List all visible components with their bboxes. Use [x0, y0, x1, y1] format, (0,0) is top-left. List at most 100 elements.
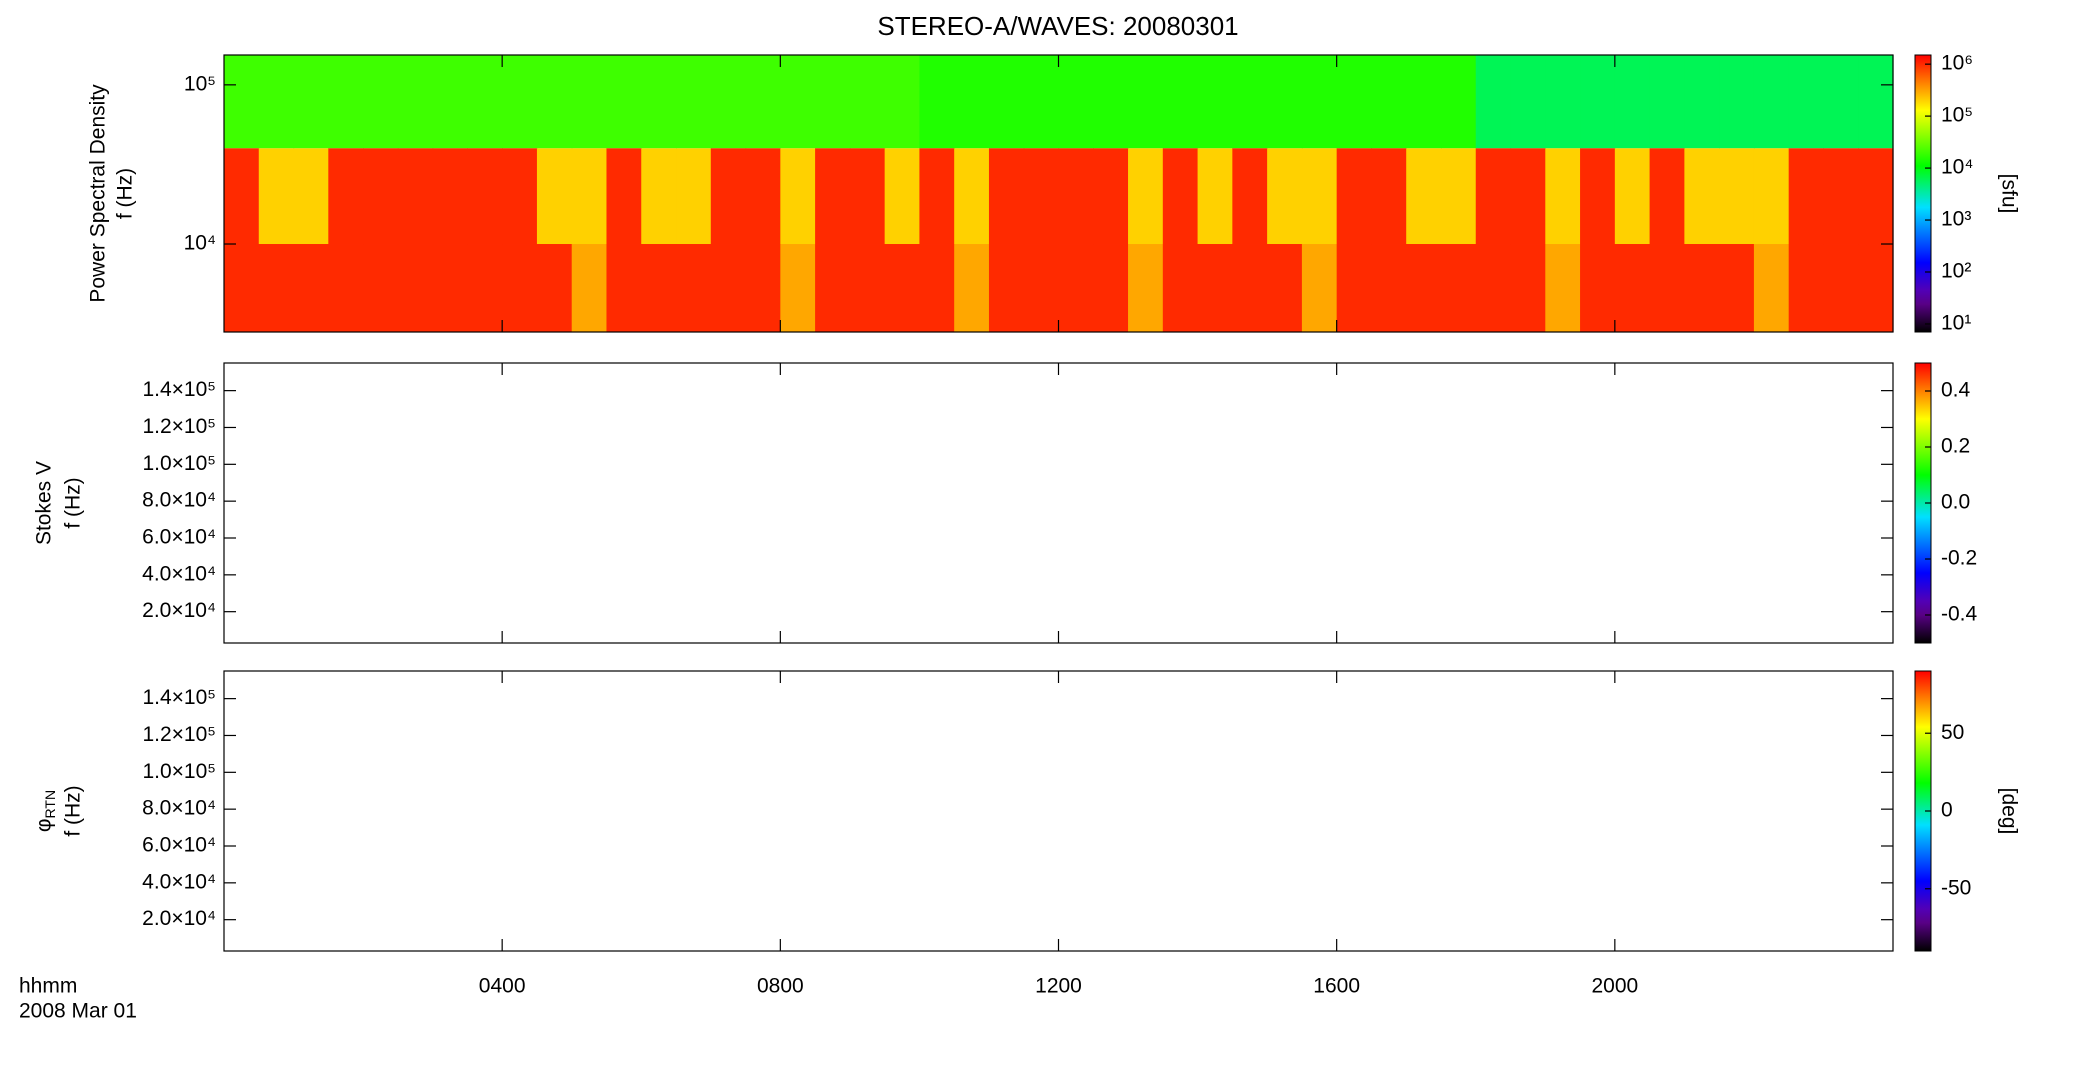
heatmap-cell: [954, 244, 990, 332]
heatmap-cell: [328, 148, 364, 245]
heatmap-cell: [1510, 244, 1546, 332]
heatmap-cell: [1580, 148, 1616, 245]
y-tick-label: 8.0×10⁴: [142, 797, 216, 820]
heatmap-cell: [780, 148, 816, 245]
heatmap-cell: [1301, 244, 1338, 332]
heatmap-cell: [1336, 55, 1373, 149]
heatmap-cell: [641, 55, 677, 149]
colorbar-tick-label: -50: [1941, 876, 1971, 899]
heatmap-cell: [467, 244, 503, 332]
heatmap-cell: [1545, 244, 1581, 332]
heatmap-cell: [1267, 244, 1303, 332]
colorbar-tick-label: 10⁶: [1941, 52, 1973, 75]
heatmap-cell: [954, 148, 990, 245]
heatmap-cell: [536, 55, 573, 149]
heatmap-cell: [328, 55, 364, 149]
heatmap-cell: [1197, 148, 1233, 245]
x-tick-label: 1600: [1313, 975, 1360, 998]
heatmap-cell: [1684, 148, 1720, 245]
heatmap-cell: [1823, 55, 1859, 149]
heatmap-cell: [1753, 148, 1790, 245]
x-tick-label: 0400: [479, 975, 526, 998]
y-tick-label: 6.0×10⁴: [142, 834, 216, 857]
colorbar-tick-label: -0.2: [1941, 547, 1977, 570]
heatmap-cell: [1093, 244, 1129, 332]
x-tick-label: 0800: [757, 975, 804, 998]
heatmap-cell: [293, 244, 329, 332]
heatmap-cell: [467, 148, 503, 245]
heatmap-cell: [432, 148, 468, 245]
heatmap-cell: [1023, 55, 1060, 149]
heatmap-cell: [1301, 148, 1338, 245]
heatmap-cell: [1858, 148, 1894, 245]
heatmap-cell: [815, 244, 851, 332]
date-label: 2008 Mar 01: [19, 1000, 137, 1023]
heatmap-cell: [328, 244, 364, 332]
colorbar-tick-label: 10³: [1941, 208, 1971, 231]
heatmap-cell: [1406, 148, 1442, 245]
y-tick-label: 2.0×10⁴: [142, 599, 216, 622]
heatmap-cell: [780, 55, 816, 149]
heatmap-cell: [571, 55, 608, 149]
heatmap-cell: [1023, 244, 1060, 332]
heatmap-cell: [224, 55, 260, 149]
colorbar-tick-label: 10¹: [1941, 311, 1971, 334]
heatmap-cell: [884, 55, 921, 149]
y-axis-label: Stokes V: [33, 461, 56, 545]
heatmap-cell: [1128, 148, 1164, 245]
y-tick-label: 4.0×10⁴: [142, 870, 216, 893]
heatmap-cell: [988, 148, 1025, 245]
heatmap-cell: [293, 55, 329, 149]
y-tick-label: 1.4×10⁵: [142, 378, 216, 401]
heatmap-cell: [1719, 148, 1755, 245]
heatmap-cell: [1475, 148, 1512, 245]
heatmap-cell: [1823, 148, 1859, 245]
y-tick-label: 4.0×10⁴: [142, 562, 216, 585]
heatmap-cell: [1753, 244, 1790, 332]
colorbar-tick-label: 10⁵: [1941, 104, 1973, 127]
heatmap-cell: [849, 244, 886, 332]
heatmap-cell: [397, 148, 434, 245]
heatmap-cell: [849, 55, 886, 149]
heatmap-cell: [1232, 148, 1268, 245]
heatmap-cell: [432, 55, 468, 149]
heatmap-cell: [988, 55, 1025, 149]
heatmap-cell: [1058, 55, 1094, 149]
x-tick-label: 2000: [1591, 975, 1638, 998]
colorbar-tick-label: 0.4: [1941, 379, 1971, 402]
heatmap-cell: [397, 244, 434, 332]
heatmap-cell: [363, 148, 399, 245]
heatmap-cell: [1232, 244, 1268, 332]
heatmap-cell: [1267, 55, 1303, 149]
x-axis-label: hhmm: [19, 975, 77, 998]
colorbar-tick-label: 10⁴: [1941, 156, 1973, 179]
heatmap-cell: [1406, 55, 1442, 149]
y-tick-label: 1.4×10⁵: [142, 686, 216, 709]
heatmap-cell: [1788, 148, 1825, 245]
heatmap-cell: [815, 148, 851, 245]
heatmap-cell: [1649, 244, 1685, 332]
heatmap-cell: [1093, 55, 1129, 149]
heatmap-cell: [1162, 55, 1199, 149]
heatmap-cell: [224, 148, 260, 245]
heatmap-cell: [502, 244, 538, 332]
colorbar-tick-label: 50: [1941, 721, 1964, 744]
heatmap-cell: [224, 244, 260, 332]
y-axis-label: f (Hz): [62, 477, 85, 528]
heatmap-cell: [1440, 148, 1477, 245]
y-axis-label: f (Hz): [114, 168, 137, 219]
heatmap-cell: [1128, 55, 1164, 149]
heatmap-cell: [1162, 148, 1199, 245]
y-axis-label: f (Hz): [62, 785, 85, 836]
colorbar-tick-label: -0.4: [1941, 603, 1978, 626]
heatmap-cell: [363, 55, 399, 149]
y-tick-label: 6.0×10⁴: [142, 526, 216, 549]
colorbar-tick-label: 10²: [1941, 260, 1971, 283]
colorbar-label: [sfu]: [1997, 174, 2020, 214]
heatmap-cell: [1301, 55, 1338, 149]
heatmap-cell: [641, 244, 677, 332]
heatmap-cell: [954, 55, 990, 149]
heatmap-cell: [536, 244, 573, 332]
heatmap-cell: [1580, 244, 1616, 332]
heatmap-cell: [710, 244, 747, 332]
